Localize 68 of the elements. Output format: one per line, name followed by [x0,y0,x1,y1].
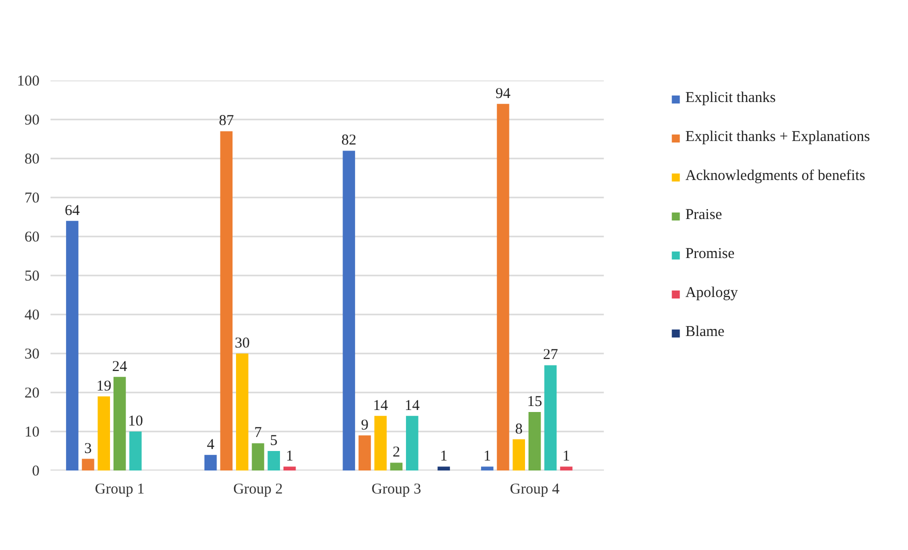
bar [496,104,510,470]
bar [512,439,526,470]
legend-label: Blame [685,324,724,341]
bar [528,412,541,470]
bar [114,376,126,470]
y-tick-label: 80 [24,152,40,168]
data-label: 10 [128,414,143,430]
y-tick-label: 100 [17,74,40,90]
data-label: 87 [218,113,234,130]
bar [268,451,280,470]
bar [220,131,233,470]
data-label: 19 [96,378,112,394]
legend-label: Explicit thanks [685,90,776,107]
bar [82,458,94,470]
y-tick-label: 30 [24,346,40,362]
legend-label: Promise [685,246,734,263]
y-tick-label: 0 [32,464,40,480]
bar [390,462,402,470]
data-label: 1 [440,448,448,465]
data-label: 1 [286,448,294,465]
data-label: 15 [527,394,542,410]
bar [236,354,248,470]
legend-label: Acknowledgments of benefits [685,168,866,185]
data-label: 9 [360,417,368,434]
data-label: 8 [515,421,523,438]
y-tick-label: 10 [24,424,40,440]
data-label: 14 [404,398,420,414]
data-label: 3 [84,440,92,457]
bar [129,432,142,470]
data-label: 64 [64,202,80,219]
bar [406,416,418,470]
x-tick-label: Group 2 [233,482,283,498]
bar [560,466,572,470]
bar [66,220,78,470]
bar [283,466,296,470]
data-label: 24 [112,358,128,375]
y-tick-label: 20 [24,386,40,402]
legend-label: Apology [685,285,738,302]
data-label: 14 [373,398,389,414]
y-tick-label: 40 [24,308,40,324]
bar [438,466,450,470]
data-label: 5 [270,433,278,449]
y-tick-label: 70 [24,190,40,206]
data-label: 82 [341,132,356,149]
y-tick-label: 90 [24,112,40,128]
bar [204,454,217,470]
bar [481,466,494,470]
data-label: 1 [483,448,491,465]
data-label: 94 [496,86,512,102]
y-tick-label: 60 [24,230,40,246]
bar [98,396,110,470]
bar [252,443,264,470]
data-label: 4 [206,436,215,453]
legend-label: Praise [685,207,722,224]
data-label: 30 [234,336,250,352]
bar [374,416,387,470]
bar [342,150,356,470]
x-tick-label: Group 1 [94,482,144,498]
data-label: 27 [542,347,558,364]
data-label: 1 [562,448,570,465]
bar [358,435,371,470]
bar [544,365,557,470]
data-label: 2 [392,444,400,461]
y-tick-label: 50 [24,268,40,284]
x-tick-label: Group 3 [372,482,422,498]
x-tick-label: Group 4 [510,482,560,498]
legend-label: Explicit thanks + Explanations [685,129,870,146]
data-label: 7 [254,425,262,442]
